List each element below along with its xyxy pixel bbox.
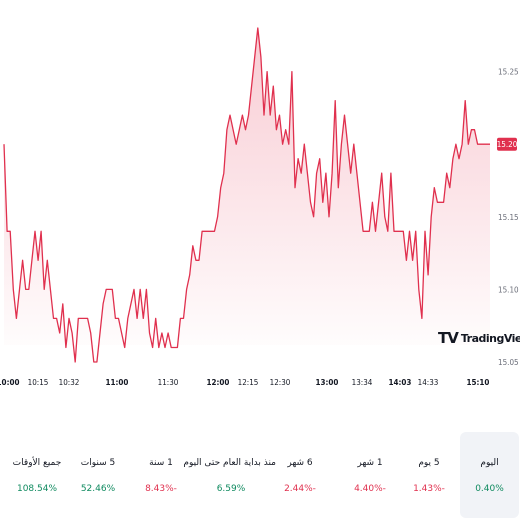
x-tick-label: 12:30 <box>270 378 291 387</box>
tradingview-logo-text: TradingView <box>460 332 520 345</box>
tab-today[interactable]: اليوم 0.40% <box>460 432 519 518</box>
tab-label: جميع الأوقات <box>12 458 62 468</box>
tradingview-logo-mark: TV <box>438 329 459 347</box>
x-tick-label: 13:34 <box>352 378 373 387</box>
x-axis: 10:00 10:15 10:32 11:00 11:30 12:00 12:15 12:30… <box>0 378 489 387</box>
y-tick-label: 15.05 <box>498 358 519 367</box>
x-tick-label: 14:33 <box>418 378 439 387</box>
x-tick-label: 12:00 <box>207 378 230 387</box>
price-chart[interactable]: 15.25 15.15 15.10 15.05 10:00 10:15 10:32 11:0… <box>0 0 520 395</box>
tradingview-logo[interactable]: TV TradingView <box>438 331 520 346</box>
price-line <box>3 27 490 363</box>
tab-label: 6 شهر <box>287 458 313 468</box>
y-tick-label: 15.10 <box>498 285 519 294</box>
y-tick-label: 15.25 <box>498 68 519 77</box>
tab-change: 2.44%- <box>284 484 316 494</box>
tab-5-years[interactable]: 5 سنوات 52.46% <box>70 432 126 518</box>
tab-label: 5 سنوات <box>80 458 116 468</box>
tab-ytd[interactable]: منذ بداية العام حتى اليوم 6.59% <box>183 432 276 518</box>
x-tick-label: 10:15 <box>28 378 49 387</box>
svg-text:15.20: 15.20 <box>497 140 518 149</box>
tab-change: 6.59% <box>216 484 246 494</box>
y-axis: 15.25 15.15 15.10 15.05 <box>498 68 519 367</box>
tab-change: 4.40%- <box>354 484 386 494</box>
tab-label: 5 يوم <box>418 458 440 468</box>
tab-6-month[interactable]: 6 شهر 2.44%- <box>272 432 328 518</box>
x-tick-label: 14:03 <box>389 378 412 387</box>
tab-change: 52.46% <box>80 484 116 494</box>
tab-change: 0.40% <box>475 484 504 494</box>
tab-label: 1 سنة <box>149 458 173 468</box>
tab-change: 108.54% <box>16 484 58 494</box>
x-tick-label: 11:00 <box>106 378 129 387</box>
x-tick-label: 12:15 <box>238 378 259 387</box>
x-tick-label: 10:32 <box>59 378 80 387</box>
y-tick-label: 15.15 <box>498 213 519 222</box>
x-tick-label: 10:00 <box>0 378 19 387</box>
price-area-fill <box>4 28 490 362</box>
current-price-label: 15.20 <box>497 137 518 151</box>
tab-1-month[interactable]: 1 شهر 4.40%- <box>342 432 398 518</box>
tab-change: 8.43%- <box>145 484 177 494</box>
period-tabs: اليوم 0.40% 5 يوم 1.43%- 1 شهر 4.40%- 6 … <box>0 432 520 518</box>
tab-all-time[interactable]: جميع الأوقات 108.54% <box>4 432 70 518</box>
x-tick-label: 15:10 <box>467 378 490 387</box>
tab-5-day[interactable]: 5 يوم 1.43%- <box>404 432 454 518</box>
tab-1-year[interactable]: 1 سنة 8.43%- <box>136 432 186 518</box>
tab-label: اليوم <box>480 458 499 468</box>
x-tick-label: 13:00 <box>316 378 339 387</box>
tab-label: منذ بداية العام حتى اليوم <box>183 458 276 468</box>
tab-label: 1 شهر <box>357 458 383 468</box>
x-tick-label: 11:30 <box>158 378 179 387</box>
tab-change: 1.43%- <box>413 484 445 494</box>
